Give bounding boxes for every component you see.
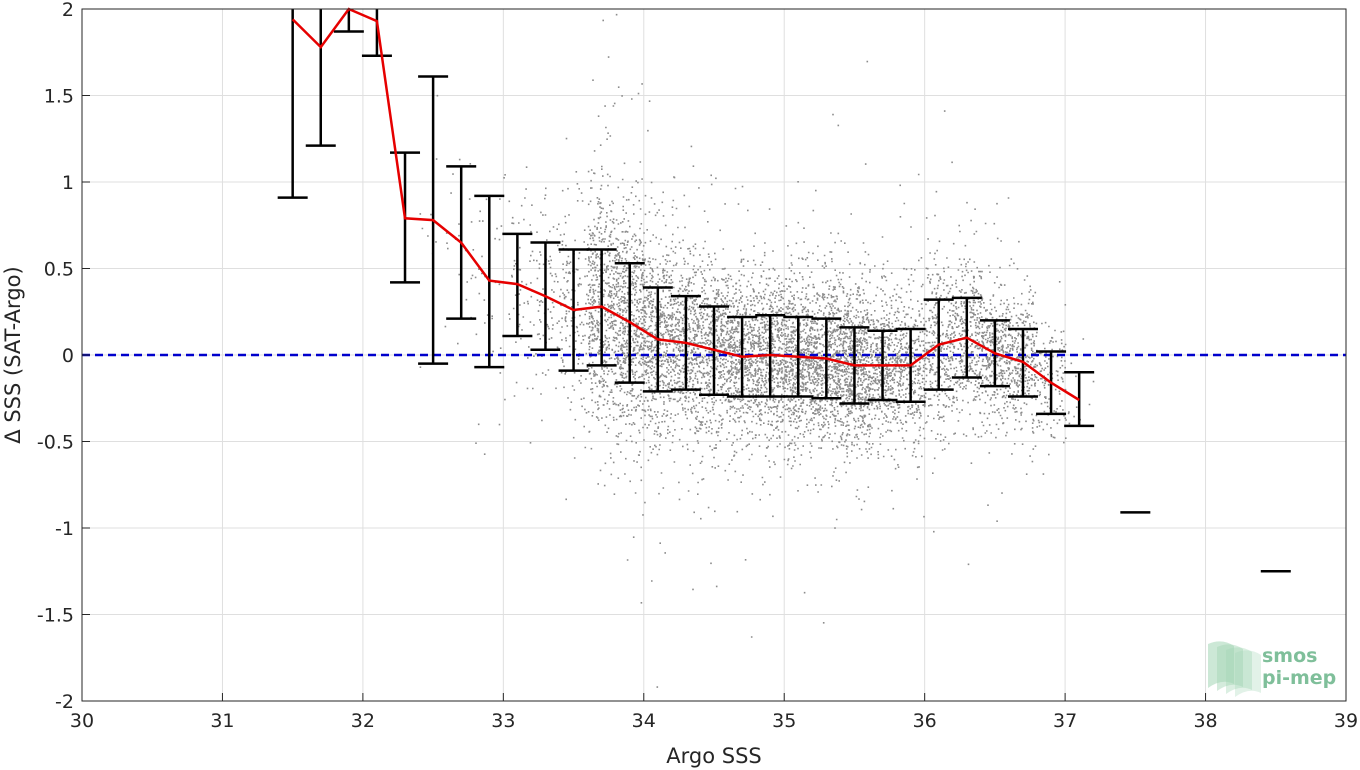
logo-wave-layer-0 <box>1208 641 1234 688</box>
y-tick-label-3: -0.5 <box>37 432 74 454</box>
x-tick-label-5: 35 <box>772 710 796 732</box>
x-tick-label-7: 37 <box>1053 710 1077 732</box>
y-tick-label-0: -2 <box>55 691 74 713</box>
error-bar-2 <box>333 9 364 33</box>
x-axis-label: Argo SSS <box>666 744 761 768</box>
logo-text-smos: smos <box>1262 645 1317 667</box>
x-tick-label-6: 36 <box>913 710 937 732</box>
logo-wave-layer-3 <box>1235 650 1261 697</box>
x-tick-label-9: 39 <box>1334 710 1358 732</box>
error-bar-0 <box>277 9 308 199</box>
x-tick-label-3: 33 <box>491 710 515 732</box>
y-tick-label-7: 1.5 <box>44 86 74 108</box>
y-tick-label-2: -1 <box>55 518 74 540</box>
y-tick-label-8: 2 <box>62 0 74 21</box>
mean-line <box>291 7 1080 402</box>
x-ticks: 30 31 32 33 34 35 36 37 38 39 <box>70 693 1358 732</box>
y-tick-label-1: -1.5 <box>37 605 74 627</box>
x-tick-label-2: 32 <box>351 710 375 732</box>
logo-text-pi-mep: pi-mep <box>1262 667 1336 689</box>
smos-wave-icon <box>1208 641 1261 697</box>
y-tick-label-4: 0 <box>62 345 74 367</box>
smos-pi-mep-logo: smos pi-mep <box>1208 641 1336 697</box>
x-tick-label-1: 31 <box>210 710 234 732</box>
y-tick-label-6: 1 <box>62 172 74 194</box>
x-tick-label-0: 30 <box>70 710 94 732</box>
logo-wave-layer-2 <box>1226 647 1252 694</box>
error-bar-3 <box>361 9 392 57</box>
logo-wave-layer-1 <box>1217 644 1243 691</box>
y-tick-label-5: 0.5 <box>44 259 74 281</box>
y-ticks: -2 -1.5 -1 -0.5 0 0.5 1 1.5 2 <box>37 0 90 713</box>
x-tick-label-4: 34 <box>632 710 656 732</box>
x-tick-label-8: 38 <box>1193 710 1217 732</box>
y-axis-label: Δ SSS (SAT-Argo) <box>1 266 25 443</box>
error-bar-1 <box>305 9 336 147</box>
